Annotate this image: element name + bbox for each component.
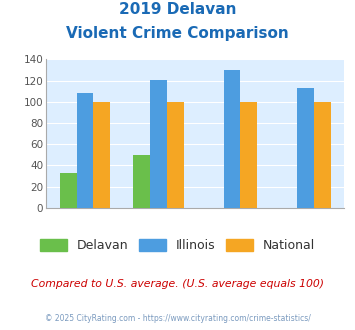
Text: Violent Crime Comparison: Violent Crime Comparison [66, 26, 289, 41]
Bar [224, 70, 240, 208]
Text: Compared to U.S. average. (U.S. average equals 100): Compared to U.S. average. (U.S. average … [31, 279, 324, 289]
Legend: Delavan, Illinois, National: Delavan, Illinois, National [39, 239, 316, 252]
Text: 2019 Delavan: 2019 Delavan [119, 2, 236, 16]
Bar [240, 102, 257, 208]
Bar [133, 155, 150, 208]
Bar [93, 102, 110, 208]
Text: © 2025 CityRating.com - https://www.cityrating.com/crime-statistics/: © 2025 CityRating.com - https://www.city… [45, 314, 310, 323]
Bar [60, 173, 77, 208]
Bar [77, 93, 93, 208]
Bar [167, 102, 184, 208]
Bar [150, 80, 167, 208]
Bar [314, 102, 331, 208]
Bar [297, 88, 314, 208]
